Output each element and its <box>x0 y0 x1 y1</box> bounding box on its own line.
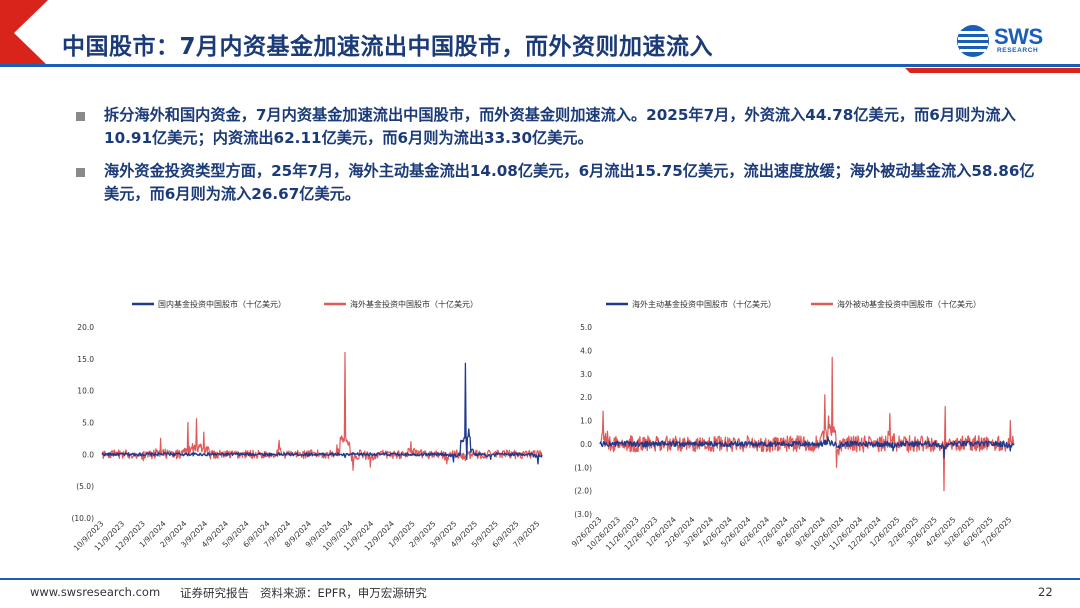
y-tick-label: 20.0 <box>77 323 94 332</box>
y-tick-label: (2.0) <box>574 487 592 496</box>
y-tick-label: 15.0 <box>77 355 94 364</box>
y-tick-label: 5.0 <box>580 323 592 332</box>
legend-label: 国内基金投资中国股市（十亿美元） <box>158 299 286 309</box>
y-tick-label: 2.0 <box>580 393 592 402</box>
series-line-1 <box>599 436 1015 459</box>
bullet-text: 拆分海外和国内资金，7月内资基金加速流出中国股市，而外资基金则加速流入。2025… <box>104 106 1016 147</box>
y-tick-label: 0.0 <box>82 450 94 459</box>
bullet-marker <box>76 168 85 177</box>
y-tick-label: (5.0) <box>76 482 94 491</box>
logo-subtext: RESEARCH <box>997 47 1039 54</box>
y-tick-label: 3.0 <box>580 370 592 379</box>
header-divider <box>0 64 1080 73</box>
footer-divider <box>0 578 1080 580</box>
page-number: 22 <box>1038 585 1053 599</box>
series-line-1 <box>101 362 543 465</box>
sws-globe-icon <box>957 25 989 57</box>
page-title: 中国股市：7月内资基金加速流出中国股市，而外资则加速流入 <box>62 34 714 60</box>
bullet-marker <box>76 112 85 121</box>
y-tick-label: (1.0) <box>574 463 592 472</box>
legend-label: 海外主动基金投资中国股市（十亿美元） <box>632 299 776 309</box>
bullet-item: 拆分海外和国内资金，7月内资基金加速流出中国股市，而外资基金则加速流入。2025… <box>76 104 1036 150</box>
footer-source: 资料来源：EPFR，申万宏源研究 <box>260 586 427 600</box>
sws-logo: SWS RESEARCH <box>956 24 1056 58</box>
header-red-wedge <box>0 0 48 66</box>
y-tick-label: (10.0) <box>71 514 94 523</box>
y-tick-label: (3.0) <box>574 510 592 519</box>
series-line-2 <box>599 356 1015 492</box>
y-tick-label: 1.0 <box>580 417 592 426</box>
bullet-item: 海外资金投资类型方面，25年7月，海外主动基金流出14.08亿美元，6月流出15… <box>76 160 1036 206</box>
footer-report-type: 证券研究报告 <box>180 586 249 600</box>
logo-text: SWS <box>994 24 1043 49</box>
chart-domestic-vs-foreign: (10.0)(5.0)0.05.010.015.020.010/9/202311… <box>71 299 543 553</box>
chart-foreign-active-vs-passive: (3.0)(2.0)(1.0)0.01.02.03.04.05.09/26/20… <box>570 299 1015 552</box>
y-tick-label: 4.0 <box>580 346 592 355</box>
y-tick-label: 5.0 <box>82 419 94 428</box>
y-tick-label: 0.0 <box>580 440 592 449</box>
legend-label: 海外基金投资中国股市（十亿美元） <box>350 299 478 309</box>
footer-website[interactable]: www.swsresearch.com <box>30 585 161 599</box>
bullet-text: 海外资金投资类型方面，25年7月，海外主动基金流出14.08亿美元，6月流出15… <box>104 162 1035 203</box>
bullet-list: 拆分海外和国内资金，7月内资基金加速流出中国股市，而外资基金则加速流入。2025… <box>76 104 1036 216</box>
y-tick-label: 10.0 <box>77 387 94 396</box>
legend-label: 海外被动基金投资中国股市（十亿美元） <box>837 299 981 309</box>
